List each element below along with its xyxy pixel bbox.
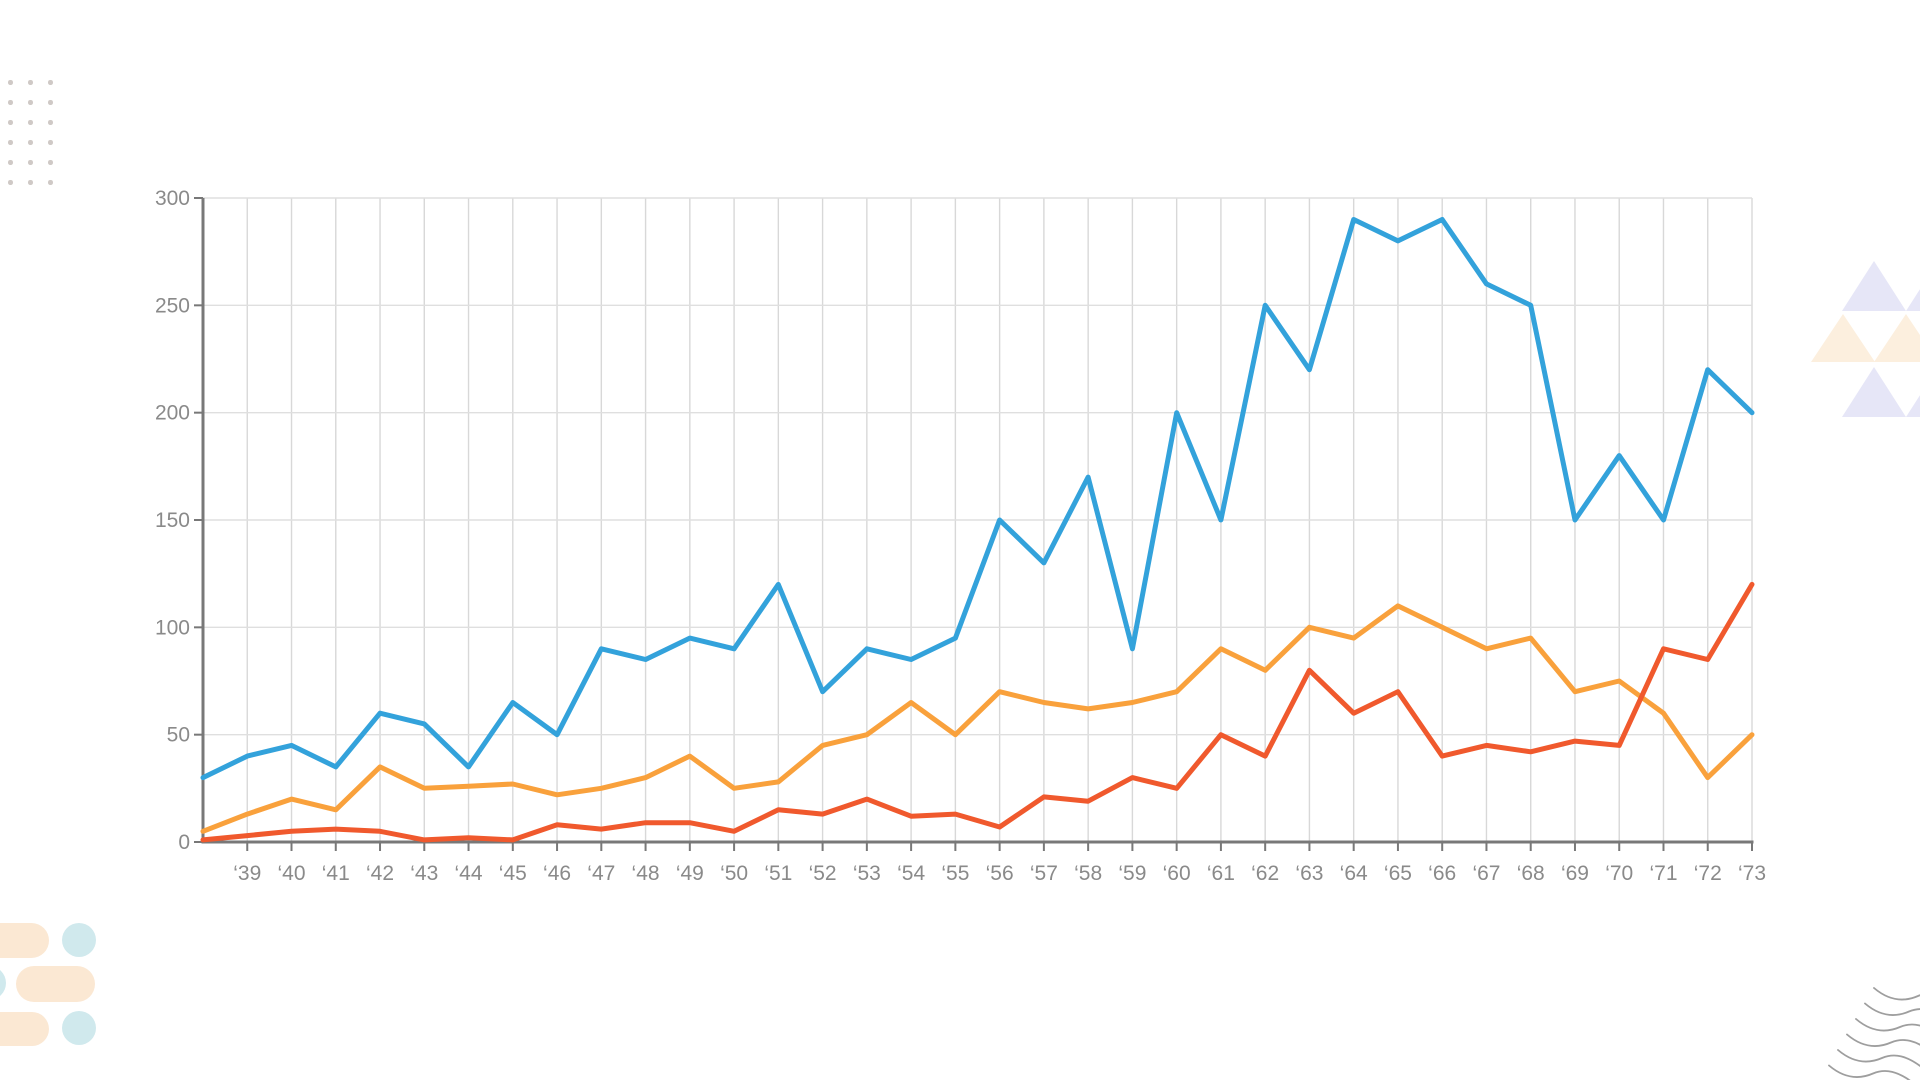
y-tick-label: 250 [155,294,190,317]
x-axis-tick-labels: ‘39 ‘40 ‘41 ‘42 ‘43 ‘44 ‘45 ‘46 ‘47 ‘48 ‘49 ‘50 ‘51 ‘… [233,862,1766,885]
x-tick-label: ‘48 [632,862,660,885]
wave-line-icon [1864,1002,1920,1016]
y-tick-label: 300 [155,188,190,210]
circle-shape [62,923,96,957]
wave-line-icon [1873,987,1920,1001]
x-tick-label: ‘50 [720,862,748,885]
x-tick-label: ‘62 [1251,862,1279,885]
x-tick-label: ‘44 [455,862,483,885]
pill-decoration [0,920,140,1050]
circle-shape [0,966,6,1000]
x-tick-label: ‘68 [1517,862,1545,885]
x-tick-label: ‘52 [809,862,837,885]
x-tick-label: ‘46 [543,862,571,885]
x-tick-label: ‘45 [499,862,527,885]
dot-icon [8,180,13,185]
dot-icon [48,100,53,105]
y-tick-label: 100 [155,616,190,639]
x-tick-label: ‘56 [986,862,1014,885]
dot-icon [28,100,33,105]
x-tick-label: ‘61 [1207,862,1235,885]
triangle-icon [1811,314,1875,362]
y-axis-tick-labels: 0 50 100 150 200 250 300 [155,188,190,854]
series-red-line [200,581,1755,843]
dot-icon [48,160,53,165]
x-tick-label: ‘59 [1118,862,1146,885]
x-tick-label: ‘54 [897,862,925,885]
x-tick-label: ‘71 [1649,862,1677,885]
horizontal-gridlines [203,197,1752,736]
series-orange-line [200,603,1755,834]
y-tick-label: 50 [167,724,190,747]
dot-icon [8,140,13,145]
x-tick-label: ‘72 [1694,862,1722,885]
dot-icon [28,180,33,185]
y-tick-label: 200 [155,402,190,425]
series-blue-line [200,217,1755,781]
dot-grid-decoration [8,80,72,204]
x-tick-label: ‘51 [764,862,792,885]
dot-icon [48,80,53,85]
wave-decoration [1828,972,1920,1080]
x-tick-label: ‘70 [1605,862,1633,885]
dot-icon [48,120,53,125]
x-tick-label: ‘60 [1163,862,1191,885]
dot-icon [48,180,53,185]
x-tick-label: ‘67 [1472,862,1500,885]
wave-lines-svg [1828,987,1920,1080]
dot-icon [8,120,13,125]
x-tick-label: ‘66 [1428,862,1456,885]
triangle-icon [1906,367,1920,417]
pill-shape [0,1012,49,1046]
dot-icon [28,120,33,125]
pill-shape [0,923,49,958]
x-tick-label: ‘58 [1074,862,1102,885]
triangle-icon [1842,261,1906,311]
dot-icon [8,160,13,165]
dot-icon [8,100,13,105]
triangle-icon [1906,261,1920,311]
x-tick-label: ‘64 [1340,862,1368,885]
x-tick-label: ‘40 [277,862,305,885]
x-tick-label: ‘42 [366,862,394,885]
triangle-icon [1874,314,1920,362]
x-tick-label: ‘47 [587,862,615,885]
x-tick-label: ‘73 [1738,862,1766,885]
y-tick-label: 0 [178,831,190,854]
x-tick-label: ‘57 [1030,862,1058,885]
pill-shape [16,966,95,1002]
x-tick-label: ‘53 [853,862,881,885]
dot-icon [28,80,33,85]
dot-icon [28,140,33,145]
wave-line-icon [1837,1049,1920,1068]
x-tick-label: ‘43 [410,862,438,885]
dot-icon [8,80,13,85]
wave-line-icon [1828,1064,1911,1080]
x-tick-label: ‘69 [1561,862,1589,885]
line-chart-figure: 0 50 100 150 200 250 300 ‘39 ‘40 ‘41 ‘42 ‘43 ‘44 ‘45 ‘… [130,188,1810,918]
y-tick-label: 150 [155,509,190,532]
x-tick-label: ‘49 [676,862,704,885]
axes [194,197,1754,851]
triangle-icon [1842,367,1906,417]
triangle-decoration [1811,261,1920,419]
x-tick-label: ‘55 [941,862,969,885]
wave-line-icon [1855,1018,1920,1032]
circle-shape [62,1011,96,1045]
wave-line-icon [1846,1033,1920,1047]
x-tick-label: ‘63 [1295,862,1323,885]
x-tick-label: ‘65 [1384,862,1412,885]
dot-icon [28,160,33,165]
x-tick-label: ‘39 [233,862,261,885]
dot-icon [48,140,53,145]
x-tick-label: ‘41 [322,862,350,885]
